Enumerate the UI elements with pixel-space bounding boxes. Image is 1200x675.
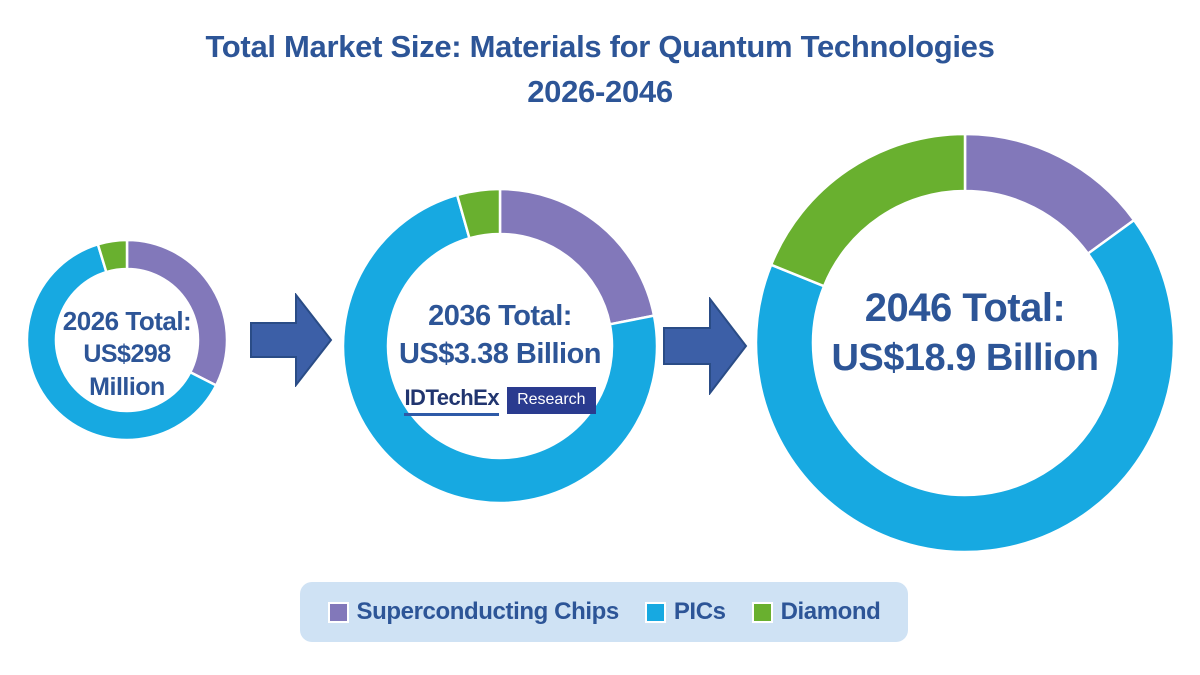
donut-2036-chart (341, 187, 659, 505)
legend-item-pics: PICs (644, 598, 726, 626)
donut-segment-2036-diamond (455, 187, 502, 240)
donut-segment-2046-pics (754, 218, 1176, 554)
donut-2046-chart (754, 132, 1176, 554)
donut-2046: 2046 Total: US$18.9 Billion (754, 132, 1176, 554)
pics-swatch-icon (644, 601, 666, 623)
donut-2026: 2026 Total: US$298 Million (25, 238, 229, 442)
arrow-right-icon (663, 297, 748, 395)
donut-segment-2026-diamond (96, 238, 129, 274)
donut-segment-2026-pics (25, 242, 218, 442)
legend-item-superconducting-chips: Superconducting Chips (327, 598, 620, 626)
legend-label: Diamond (780, 598, 881, 625)
donut-2026-chart (25, 238, 229, 442)
chart-title-line1: Total Market Size: Materials for Quantum… (205, 29, 995, 64)
donut-segment-2046-superconducting-chips (963, 132, 1136, 256)
legend-item-diamond: Diamond (751, 598, 881, 626)
chart-title-line2: 2026-2046 (527, 74, 673, 109)
diamond-swatch-icon (751, 601, 773, 623)
superconducting-chips-swatch-icon (327, 601, 349, 623)
chart-legend: Superconducting Chips PICs Diamond (300, 582, 908, 642)
donut-segment-2036-superconducting-chips (498, 187, 656, 326)
donut-2036: 2036 Total: US$3.38 Billion IDTechEx Res… (341, 187, 659, 505)
arrow-right-icon (250, 293, 333, 387)
donut-segment-2026-superconducting-chips (125, 238, 229, 388)
donut-segment-2036-pics (341, 193, 659, 505)
legend-label: Superconducting Chips (356, 598, 620, 625)
legend-label: PICs (673, 598, 726, 625)
donut-segment-2046-diamond (769, 132, 967, 288)
chart-title: Total Market Size: Materials for Quantum… (0, 24, 1200, 114)
